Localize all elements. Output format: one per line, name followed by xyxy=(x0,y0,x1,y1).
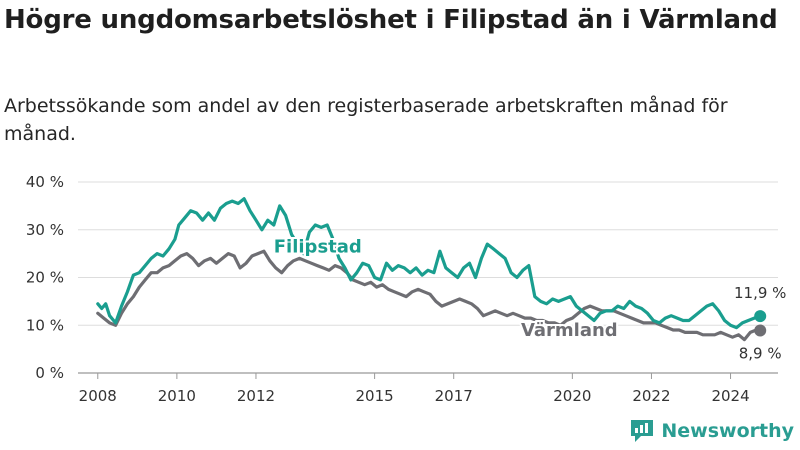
x-tick-label: 2024 xyxy=(711,387,749,405)
x-tick-label: 2010 xyxy=(158,387,196,405)
end-label-varmland: 8,9 % xyxy=(739,345,782,363)
x-tick-label: 2012 xyxy=(237,387,275,405)
y-tick-label: 40 % xyxy=(26,173,64,191)
series-line-filipstad xyxy=(96,197,762,330)
series-label-filipstad: Filipstad xyxy=(274,237,362,258)
end-label-filipstad: 11,9 % xyxy=(734,284,786,302)
x-tick-label: 2020 xyxy=(553,387,591,405)
newsworthy-logo-icon xyxy=(631,420,654,442)
series-line-varmland xyxy=(96,249,762,342)
end-point-filipstad xyxy=(754,310,767,323)
end-point-varmland xyxy=(754,324,767,337)
brand-name: Newsworthy xyxy=(661,420,794,442)
x-tick-label: 2008 xyxy=(79,387,117,405)
y-tick-label: 30 % xyxy=(26,221,64,239)
x-tick-label: 2015 xyxy=(356,387,394,405)
series-label-varmland: Värmland xyxy=(521,320,618,341)
y-tick-label: 0 % xyxy=(35,364,64,382)
y-tick-label: 20 % xyxy=(26,269,64,287)
y-tick-label: 10 % xyxy=(26,316,64,334)
chart-title: Högre ungdomsarbetslöshet i Filipstad än… xyxy=(4,5,778,35)
newsworthy-logo: Newsworthy xyxy=(629,418,794,444)
chart-subtitle: Arbetssökande som andel av den registerb… xyxy=(4,95,728,145)
x-tick-label: 2017 xyxy=(435,387,473,405)
x-tick-label: 2022 xyxy=(632,387,670,405)
